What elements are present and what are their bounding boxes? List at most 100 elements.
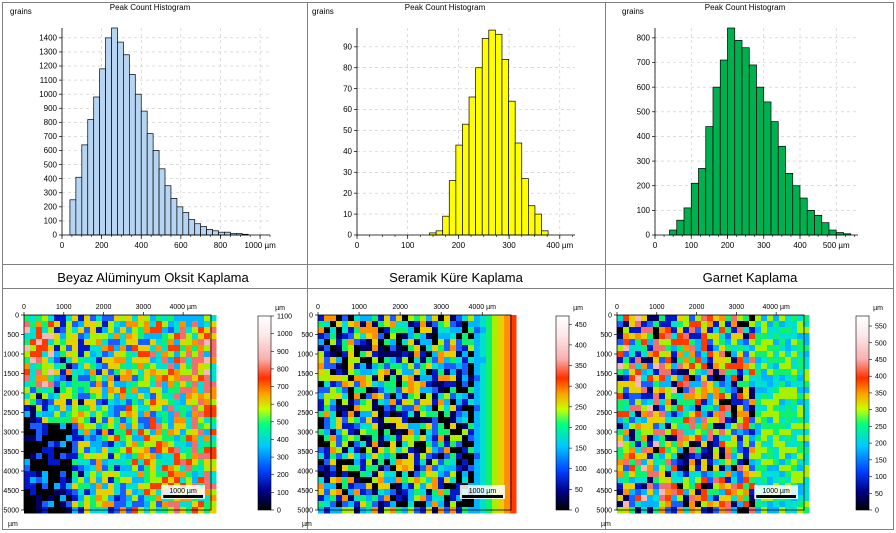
map-cell [54,447,61,454]
map-cell [150,381,157,388]
map-cell [767,441,774,448]
map-cell [641,501,648,508]
map-cell [72,501,79,508]
map-cell [653,315,660,322]
histogram-bar [206,229,213,236]
map-cell [180,387,187,394]
map-cell [66,417,73,424]
map-cell [677,411,684,418]
map-cell [78,501,85,508]
map-cell [492,399,499,406]
map-cell [761,423,768,430]
map-cell [671,429,678,436]
map-cell [707,501,714,508]
map-cell [623,411,630,418]
map-cell [126,411,133,418]
map-cell [713,351,720,358]
map-cell [743,357,750,364]
map-cell [210,369,217,376]
map-cell [210,483,217,490]
map-cell [132,417,139,424]
map-cell [701,369,708,376]
map-cell [186,369,193,376]
map-cell [36,399,43,406]
map-cell [438,411,445,418]
map-cell [420,357,427,364]
map-cell [354,399,361,406]
map-cell [198,357,205,364]
map-cell [396,501,403,508]
map-cell [60,345,67,352]
map-cell [743,483,750,490]
map-cell [324,429,331,436]
map-cell [54,351,61,358]
map-cell [737,327,744,334]
map-cell [420,501,427,508]
map-cell [348,495,355,502]
map-cell [779,357,786,364]
map-cell [719,477,726,484]
map-cell [42,477,49,484]
map-cell [144,411,151,418]
map-cell [749,369,756,376]
map-cell [480,459,487,466]
map-cell [24,411,31,418]
map-cell [641,423,648,430]
map-cell [192,435,199,442]
map-cell [186,357,193,364]
map-cell [60,369,67,376]
map-cell [408,417,415,424]
map-cell [330,405,337,412]
map-cell [803,507,810,514]
map-cell [162,441,169,448]
map-cell [168,441,175,448]
map-cell [84,447,91,454]
map-cell [36,423,43,430]
map-cell [629,447,636,454]
map-cell [737,387,744,394]
map-cell [408,321,415,328]
map-cell [342,399,349,406]
map-cell [402,345,409,352]
map-cell [480,381,487,388]
map-cell [384,483,391,490]
map-cell [713,399,720,406]
map-cell [96,495,103,502]
map-cell [492,327,499,334]
histogram-bar [690,182,699,236]
map-cell [192,375,199,382]
map-y-tick-label: 1000 [297,352,313,359]
map-cell [450,459,457,466]
map-cell [779,465,786,472]
map-cell [462,357,469,364]
map-cell [647,333,654,340]
map-cell [408,351,415,358]
map-cell [150,495,157,502]
map-cell [150,423,157,430]
map-cell [803,345,810,352]
map-cell [719,471,726,478]
map-cell [426,465,433,472]
map-cell [42,483,49,490]
map-cell [180,321,187,328]
map-cell [204,435,211,442]
map-cell [90,483,97,490]
map-cell [504,447,511,454]
map-cell [755,393,762,400]
map-cell [372,381,379,388]
map-cell [54,357,61,364]
map-cell [462,471,469,478]
map-cell [749,357,756,364]
map-cell [462,501,469,508]
map-cell [138,393,145,400]
map-cell [126,453,133,460]
map-cell [719,315,726,322]
map-cell [647,375,654,382]
map-cell [797,417,804,424]
map-cell [336,417,343,424]
map-cell [168,327,175,334]
map-cell [737,429,744,436]
map-cell [150,417,157,424]
map-cell [773,363,780,370]
map-cell [617,429,624,436]
